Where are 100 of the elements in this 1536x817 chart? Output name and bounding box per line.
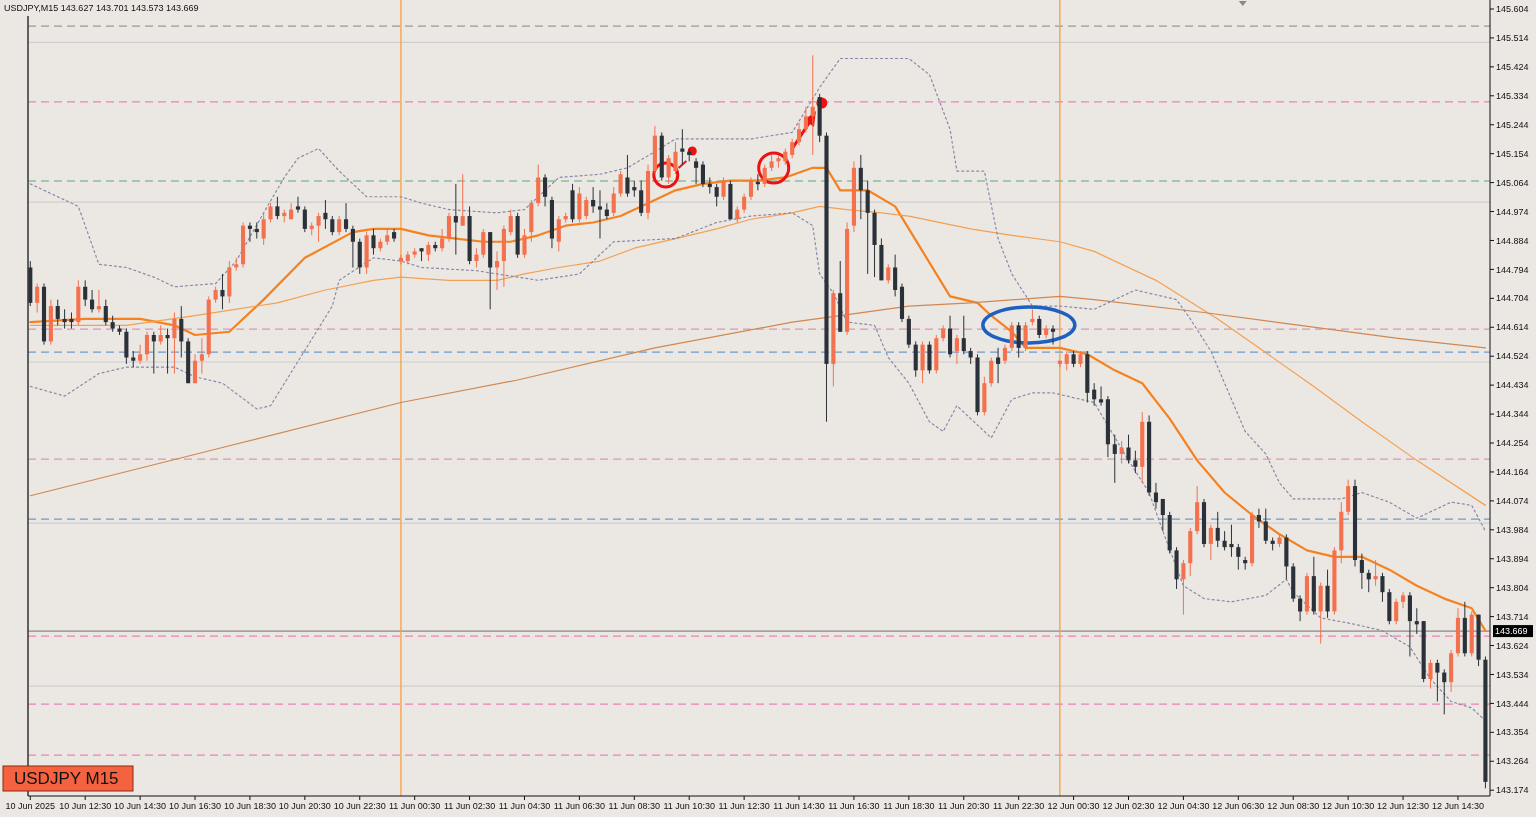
y-tick-label: 144.794	[1496, 264, 1529, 275]
x-tick-label: 12 Jun 10:30	[1322, 801, 1375, 811]
candlestick	[1098, 385, 1104, 407]
candlestick	[714, 183, 719, 207]
candlestick	[1380, 572, 1385, 603]
candlestick	[350, 225, 355, 268]
y-tick-label: 145.154	[1496, 148, 1529, 159]
candlestick	[1160, 498, 1165, 532]
x-tick-label: 12 Jun 08:30	[1267, 801, 1320, 811]
candlestick	[721, 176, 726, 201]
candlestick	[1366, 569, 1371, 593]
y-tick-label: 144.884	[1496, 235, 1529, 246]
candlestick	[90, 289, 95, 313]
candlestick	[323, 199, 328, 230]
y-tick-label: 145.064	[1496, 177, 1529, 188]
candlestick	[591, 186, 596, 214]
y-tick-label: 144.344	[1496, 409, 1529, 420]
candlestick	[1119, 440, 1124, 465]
candlestick	[1126, 434, 1131, 465]
ref-line-label: 143.669	[1495, 626, 1528, 637]
candlestick	[247, 221, 252, 243]
candlestick	[62, 308, 67, 330]
candlestick	[996, 347, 1001, 384]
x-tick-label: 11 Jun 10:30	[663, 801, 715, 811]
candlestick	[604, 202, 609, 220]
candlestick	[790, 138, 795, 159]
y-tick-label: 143.354	[1496, 727, 1529, 738]
line-series	[29, 166, 1487, 632]
candlestick	[673, 141, 678, 175]
candlestick	[295, 196, 301, 214]
candlestick	[1435, 659, 1440, 702]
annotation: USDJPY M15	[14, 769, 119, 788]
candlestick	[1263, 508, 1268, 545]
y-tick-label: 144.614	[1496, 322, 1529, 333]
candlestick	[103, 299, 108, 326]
x-tick-label: 11 Jun 12:30	[718, 801, 770, 811]
candlestick	[261, 212, 266, 246]
candlestick	[179, 305, 184, 358]
candlestick	[700, 160, 705, 188]
candlestick	[680, 128, 685, 166]
x-tick-label: 12 Jun 14:30	[1431, 801, 1484, 811]
candlestick	[220, 273, 225, 310]
candlestick	[343, 202, 349, 233]
line-series	[29, 205, 1487, 506]
y-tick-label: 143.984	[1496, 524, 1529, 535]
candlestick	[144, 331, 150, 362]
candlestick	[165, 328, 170, 375]
candlestick	[426, 241, 431, 262]
x-tick-label: 10 Jun 20:30	[278, 801, 331, 811]
candlestick	[1023, 321, 1028, 352]
x-tick-label: 12 Jun 02:30	[1102, 801, 1155, 811]
candlestick	[446, 212, 452, 243]
y-tick-label: 144.164	[1496, 467, 1529, 478]
candlestick	[543, 173, 548, 207]
candlestick	[893, 254, 898, 297]
y-tick-label: 145.514	[1496, 33, 1529, 44]
candlestick	[1208, 524, 1213, 561]
candlestick	[268, 202, 273, 223]
candlestick	[1044, 324, 1049, 339]
candlestick	[275, 196, 280, 220]
x-tick-label: 11 Jun 06:30	[553, 801, 606, 811]
candlestick	[858, 154, 863, 220]
x-tick-label: 10 Jun 16:30	[169, 801, 222, 811]
candlestick	[337, 215, 342, 236]
y-tick-label: 145.424	[1496, 62, 1529, 73]
candlestick	[192, 353, 198, 384]
candlestick	[1229, 524, 1234, 558]
y-tick-label: 144.434	[1496, 380, 1529, 391]
x-tick-label: 10 Jun 14:30	[114, 801, 167, 811]
y-tick-label: 143.714	[1496, 611, 1529, 622]
x-tick-label: 11 Jun 18:30	[883, 801, 935, 811]
y-tick-label: 144.254	[1496, 438, 1529, 449]
candlestick	[138, 344, 143, 365]
candlestick	[481, 228, 486, 259]
y-tick-label: 145.604	[1496, 4, 1529, 15]
y-tick-label: 144.074	[1496, 496, 1529, 507]
candlestick	[522, 228, 527, 259]
x-tick-label: 12 Jun 06:30	[1212, 801, 1265, 811]
candlestick	[748, 176, 754, 201]
candlestick	[1112, 434, 1117, 484]
candlestick	[1414, 607, 1419, 635]
candlestick	[1373, 559, 1378, 587]
y-tick-label: 143.444	[1496, 698, 1529, 709]
candlestick	[1153, 482, 1159, 510]
candlestick	[1037, 315, 1042, 339]
candlestick	[1092, 382, 1097, 407]
candlestick	[954, 334, 959, 365]
candlestick	[1298, 594, 1303, 622]
candlestick	[1359, 553, 1364, 590]
candlestick	[55, 299, 60, 326]
candlestick	[618, 170, 623, 198]
candlestick	[762, 164, 767, 188]
candlestick	[1442, 668, 1447, 715]
line-series	[29, 295, 1487, 497]
candlestick	[96, 289, 101, 313]
candlestick	[302, 205, 307, 233]
candlestick	[453, 183, 458, 256]
candlestick	[151, 331, 156, 375]
candlestick	[1002, 344, 1008, 365]
candlestick	[796, 122, 802, 146]
